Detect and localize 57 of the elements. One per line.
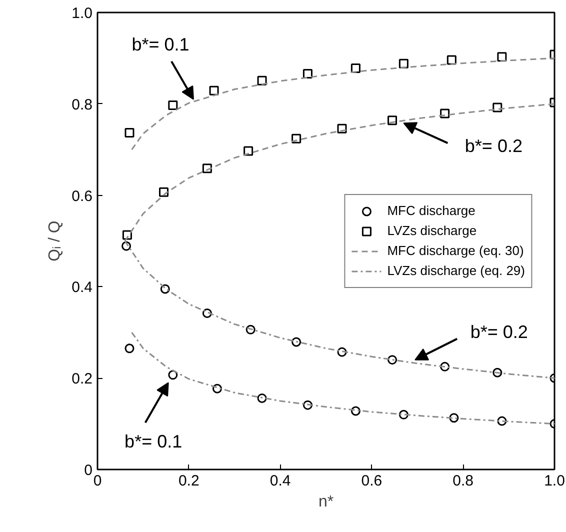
- point: [440, 362, 450, 372]
- legend-label: LVZs discharge: [387, 223, 477, 238]
- annotation: b*= 0.1: [132, 34, 190, 54]
- point: [160, 284, 170, 294]
- point: [244, 146, 254, 156]
- point: [497, 416, 507, 426]
- point: [337, 124, 347, 134]
- x-tick-label: 1.0: [544, 472, 565, 490]
- point: [168, 370, 178, 380]
- legend-label: MFC discharge: [387, 203, 476, 218]
- point: [302, 400, 312, 410]
- annotation: b*= 0.2: [470, 322, 528, 342]
- point: [449, 413, 459, 423]
- point: [292, 337, 302, 347]
- point: [440, 108, 450, 118]
- point: [302, 68, 312, 78]
- y-tick-label: 0.8: [72, 96, 93, 114]
- x-tick-label: 0.8: [452, 472, 474, 490]
- point: [202, 308, 212, 318]
- point: [350, 406, 360, 416]
- y-tick-label: 0.4: [72, 279, 93, 296]
- point: [388, 116, 398, 126]
- point: [212, 384, 222, 394]
- annotation: b*= 0.1: [124, 432, 182, 452]
- point: [492, 102, 502, 112]
- point: [246, 324, 256, 334]
- y-tick-label: 0.6: [72, 188, 93, 205]
- annotation: b*= 0.2: [464, 136, 522, 156]
- point: [202, 164, 212, 174]
- y-axis-title: Qᵢ / Q: [46, 220, 64, 262]
- point: [124, 128, 134, 138]
- point: [122, 230, 132, 240]
- point: [159, 187, 169, 197]
- x-tick-label: 0.2: [178, 472, 200, 490]
- point: [257, 76, 267, 86]
- legend-label: LVZs discharge (eq. 29): [387, 263, 525, 278]
- point: [398, 410, 408, 420]
- point: [168, 100, 178, 110]
- point: [257, 393, 267, 403]
- legend-label: MFC discharge (eq. 30): [387, 243, 524, 258]
- point: [398, 58, 408, 68]
- x-tick-label: 0.4: [270, 472, 291, 490]
- point: [497, 52, 507, 62]
- point: [446, 55, 456, 65]
- point: [337, 347, 347, 357]
- x-axis-title: n*: [318, 494, 334, 510]
- point: [388, 355, 398, 365]
- point: [492, 368, 502, 378]
- y-tick-label: 0.2: [72, 370, 93, 388]
- point: [209, 86, 219, 96]
- x-tick-label: 0.6: [361, 472, 382, 490]
- y-tick-label: 1.0: [72, 5, 93, 22]
- y-tick-label: 0: [84, 462, 92, 479]
- point: [350, 64, 360, 74]
- point: [124, 344, 134, 354]
- point: [292, 134, 302, 144]
- point: [122, 241, 132, 251]
